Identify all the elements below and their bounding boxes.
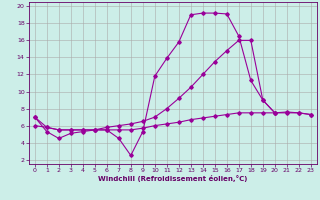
X-axis label: Windchill (Refroidissement éolien,°C): Windchill (Refroidissement éolien,°C) bbox=[98, 175, 247, 182]
